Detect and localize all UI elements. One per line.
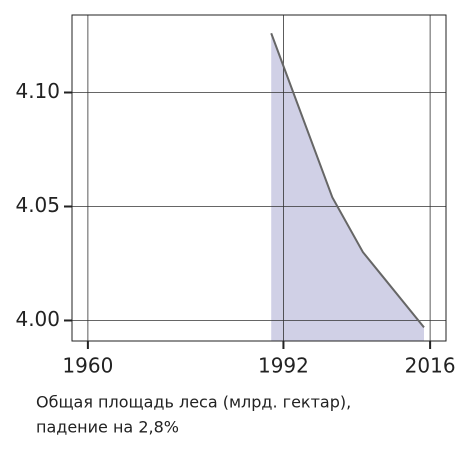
- line: [270, 32, 425, 328]
- x-tick-label: 1960: [62, 354, 113, 378]
- x-tick-label: 1992: [258, 354, 309, 378]
- y-tick-label: 4.00: [15, 307, 60, 331]
- chart-subtitle: падение на 2,8%: [36, 418, 179, 437]
- plot-frame: [71, 14, 447, 342]
- area: [271, 33, 424, 341]
- y-tick-label: 4.05: [15, 193, 60, 217]
- x-tick-label: 2016: [405, 354, 456, 378]
- y-tick-label: 4.10: [15, 79, 60, 103]
- chart-title: Общая площадь леса (млрд. гектар),: [36, 393, 351, 412]
